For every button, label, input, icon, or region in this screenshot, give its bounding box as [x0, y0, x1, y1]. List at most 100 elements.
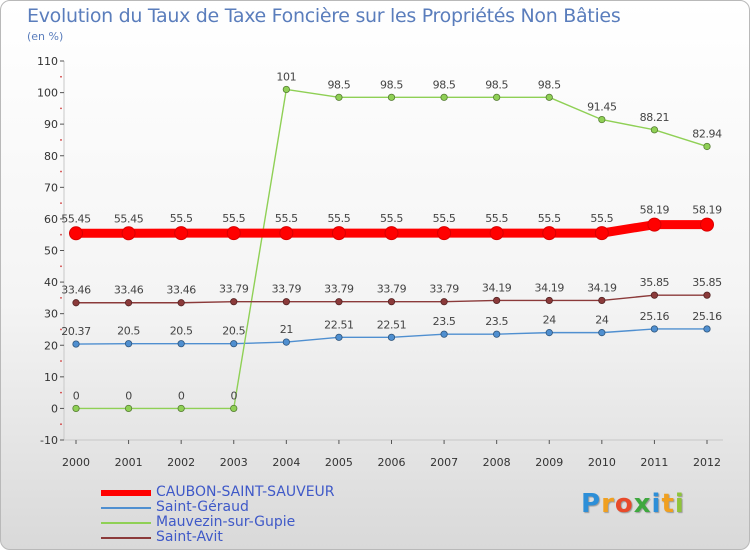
- data-point-caubon-saint-sauveur: [594, 226, 609, 241]
- data-point-mauvezin-sur-gupie: [598, 115, 606, 124]
- logo-letter: P: [581, 489, 602, 519]
- legend-swatch: [101, 490, 151, 496]
- legend-label: Saint-Géraud: [156, 499, 249, 515]
- data-point-mauvezin-sur-gupie: [282, 85, 290, 94]
- data-point-saint-avit: [493, 296, 501, 305]
- x-tick-label: 2000: [62, 456, 90, 469]
- data-label-saint-geraud: 24: [595, 314, 609, 327]
- data-label-mauvezin-sur-gupie: 98.5: [327, 78, 350, 91]
- data-label-mauvezin-sur-gupie: 0: [125, 389, 132, 402]
- y-minor-tick: [60, 391, 62, 394]
- data-point-saint-avit: [703, 291, 711, 299]
- data-point-saint-geraud: [387, 333, 396, 341]
- data-point-saint-avit: [387, 298, 396, 306]
- data-label-saint-avit: 34.19: [587, 281, 617, 294]
- data-point-mauvezin-sur-gupie: [387, 93, 396, 101]
- data-label-mauvezin-sur-gupie: 0: [178, 389, 185, 402]
- x-tick-label: 2010: [588, 456, 616, 469]
- logo-letter: t: [661, 489, 675, 519]
- data-point-saint-avit: [598, 296, 606, 305]
- chart-subtitle: (en %): [27, 30, 64, 43]
- data-point-saint-avit: [72, 299, 80, 307]
- data-label-caubon-saint-sauveur: 55.5: [275, 212, 298, 225]
- y-tick-label: 40: [44, 276, 58, 289]
- legend-swatch: [101, 537, 151, 539]
- data-label-mauvezin-sur-gupie: 88.21: [640, 111, 670, 124]
- data-point-saint-avit: [230, 298, 238, 306]
- x-tick-label: 2004: [272, 456, 300, 469]
- data-point-saint-geraud: [72, 340, 80, 348]
- y-minor-tick: [60, 233, 62, 236]
- data-label-mauvezin-sur-gupie: 98.5: [380, 78, 403, 91]
- y-tick-label: 10: [44, 371, 58, 384]
- data-label-saint-avit: 35.85: [640, 276, 670, 289]
- data-label-caubon-saint-sauveur: 55.5: [380, 212, 403, 225]
- data-label-mauvezin-sur-gupie: 0: [73, 389, 80, 402]
- data-label-saint-avit: 35.85: [692, 276, 722, 289]
- y-minor-tick: [60, 75, 62, 78]
- data-label-saint-geraud: 23.5: [485, 315, 508, 328]
- data-label-caubon-saint-sauveur: 55.45: [114, 212, 144, 225]
- chart-title: Evolution du Taux de Taxe Foncière sur l…: [27, 5, 621, 27]
- data-point-caubon-saint-sauveur: [489, 226, 504, 241]
- data-point-saint-geraud: [124, 340, 133, 348]
- data-point-saint-geraud: [545, 329, 553, 337]
- data-label-saint-avit: 33.79: [272, 283, 302, 296]
- data-point-caubon-saint-sauveur: [69, 226, 83, 241]
- data-point-saint-avit: [282, 298, 290, 306]
- data-point-caubon-saint-sauveur: [384, 226, 399, 241]
- data-label-mauvezin-sur-gupie: 101: [276, 70, 296, 83]
- data-point-saint-geraud: [598, 329, 606, 337]
- data-label-saint-avit: 33.79: [377, 283, 407, 296]
- legend-swatch: [101, 507, 151, 509]
- data-label-caubon-saint-sauveur: 58.19: [692, 204, 722, 217]
- data-point-mauvezin-sur-gupie: [650, 126, 659, 134]
- y-minor-tick: [60, 170, 62, 173]
- y-tick-label: 90: [44, 118, 58, 131]
- y-tick-label: 30: [44, 308, 58, 321]
- data-point-caubon-saint-sauveur: [437, 226, 452, 241]
- y-tick-label: 0: [51, 402, 58, 415]
- data-point-caubon-saint-sauveur: [121, 226, 136, 241]
- data-label-saint-avit: 33.79: [324, 283, 354, 296]
- data-point-caubon-saint-sauveur: [331, 226, 346, 241]
- y-minor-tick: [60, 202, 62, 205]
- x-tick-label: 2002: [167, 456, 195, 469]
- data-label-caubon-saint-sauveur: 55.5: [222, 212, 245, 225]
- legend-label: CAUBON-SAINT-SAUVEUR: [156, 484, 335, 500]
- x-tick-label: 2006: [378, 456, 406, 469]
- logo-letter: r: [601, 489, 615, 519]
- legend-label: Mauvezin-sur-Gupie: [156, 514, 296, 530]
- y-minor-tick: [60, 360, 62, 362]
- data-label-saint-avit: 33.79: [429, 283, 459, 296]
- data-point-caubon-saint-sauveur: [700, 217, 714, 232]
- y-minor-tick: [60, 107, 62, 110]
- logo-letter: o: [614, 489, 634, 519]
- data-point-caubon-saint-sauveur: [279, 226, 294, 241]
- y-minor-tick: [60, 423, 62, 426]
- y-tick-label: 50: [44, 245, 58, 258]
- data-label-caubon-saint-sauveur: 55.5: [538, 212, 561, 225]
- data-point-saint-avit: [650, 291, 659, 299]
- x-tick-label: 2005: [325, 456, 353, 469]
- data-label-saint-geraud: 20.5: [222, 325, 245, 338]
- data-label-caubon-saint-sauveur: 55.5: [485, 212, 508, 225]
- y-minor-tick: [60, 265, 62, 268]
- data-label-saint-geraud: 22.51: [377, 318, 407, 331]
- data-label-saint-avit: 33.79: [219, 283, 249, 296]
- data-point-mauvezin-sur-gupie: [177, 404, 185, 413]
- data-point-saint-avit: [545, 296, 553, 305]
- y-tick-label: 70: [44, 181, 58, 194]
- data-label-saint-avit: 33.46: [114, 284, 144, 297]
- data-label-saint-avit: 33.46: [61, 284, 91, 297]
- data-label-saint-geraud: 22.51: [324, 318, 354, 331]
- data-label-mauvezin-sur-gupie: 98.5: [485, 78, 508, 91]
- data-label-caubon-saint-sauveur: 55.5: [170, 212, 193, 225]
- data-point-saint-geraud: [703, 325, 711, 333]
- data-label-saint-geraud: 25.16: [692, 310, 722, 323]
- proxiti-logo: Proxiti: [581, 489, 685, 519]
- data-point-saint-geraud: [440, 330, 448, 338]
- data-point-mauvezin-sur-gupie: [72, 404, 80, 413]
